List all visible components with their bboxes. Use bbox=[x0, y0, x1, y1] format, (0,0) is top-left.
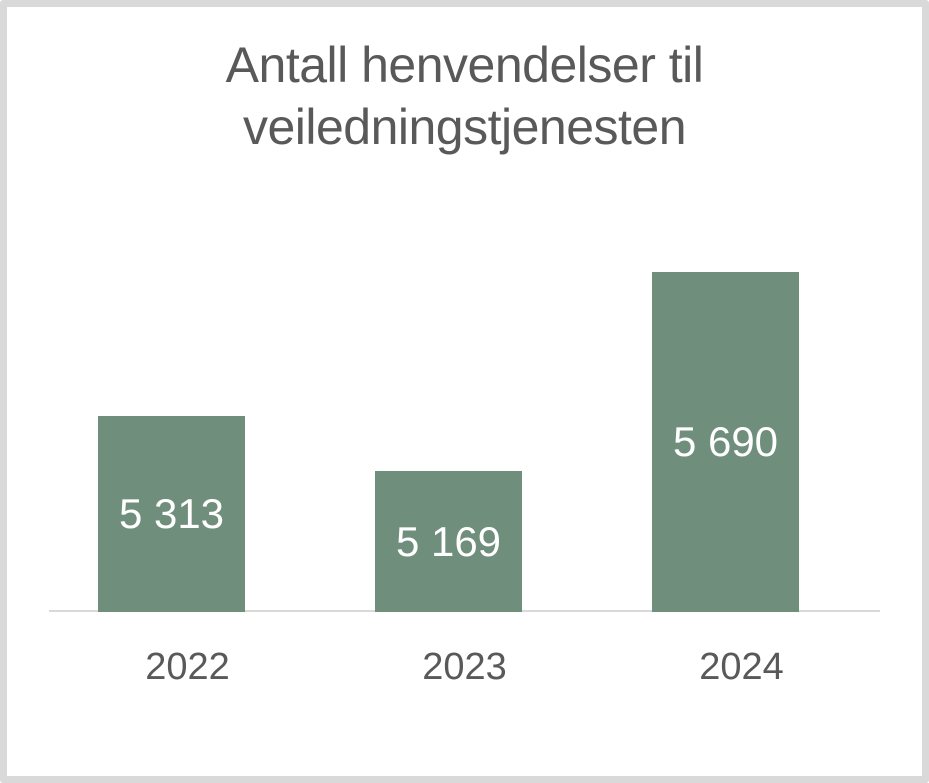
chart-title-line-1: Antall henvendelser til bbox=[225, 37, 704, 93]
chart-title-line-2: veiledningstjenesten bbox=[242, 99, 687, 155]
chart-title: Antall henvendelser til veiledningstjene… bbox=[0, 34, 929, 158]
data-label-2024: 5 690 bbox=[672, 418, 779, 465]
data-label-2023: 5 169 bbox=[395, 517, 502, 565]
x-tick-label-2022: 2022 bbox=[145, 646, 230, 688]
data-label-2022: 5 313 bbox=[118, 490, 225, 537]
x-tick-label-2023: 2023 bbox=[422, 646, 507, 688]
bar-2023: 5 169 bbox=[375, 471, 522, 612]
bar-2022: 5 313 bbox=[98, 416, 245, 612]
bar-2024: 5 690 bbox=[652, 272, 799, 612]
x-tick-label-2024: 2024 bbox=[699, 646, 784, 688]
